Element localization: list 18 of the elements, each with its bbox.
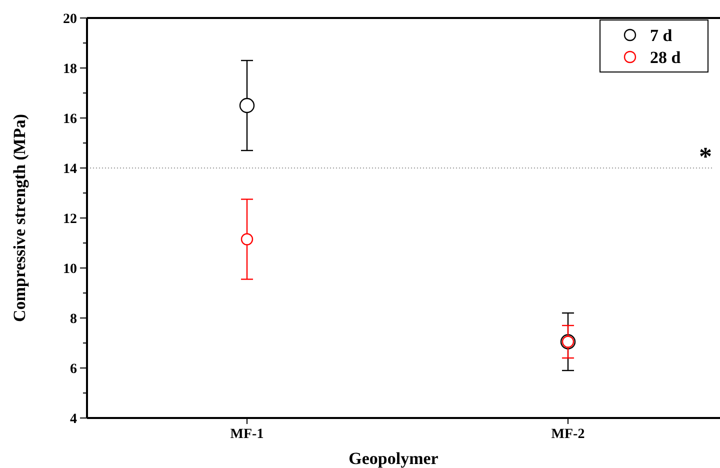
point xyxy=(239,98,255,114)
y-axis-title: Compressive strength (MPa) xyxy=(10,114,29,322)
legend-label: 7 d xyxy=(650,26,673,45)
y-tick-label: 20 xyxy=(63,12,77,27)
y-tick-label: 18 xyxy=(63,62,77,77)
x-tick-label: MF-1 xyxy=(230,427,264,442)
y-tick-label: 16 xyxy=(63,112,77,127)
point xyxy=(240,233,254,246)
x-tick-label: MF-2 xyxy=(551,427,585,442)
legend-label: 28 d xyxy=(650,48,682,67)
y-tick-label: 4 xyxy=(70,412,77,427)
y-tick-label: 6 xyxy=(70,362,77,377)
y-tick-label: 12 xyxy=(63,212,77,227)
ref-line-label: * xyxy=(699,142,712,171)
x-axis-title: Geopolymer xyxy=(348,449,439,468)
y-tick-label: 8 xyxy=(70,312,77,327)
y-tick-label: 10 xyxy=(63,262,77,277)
y-tick-label: 14 xyxy=(63,162,77,177)
